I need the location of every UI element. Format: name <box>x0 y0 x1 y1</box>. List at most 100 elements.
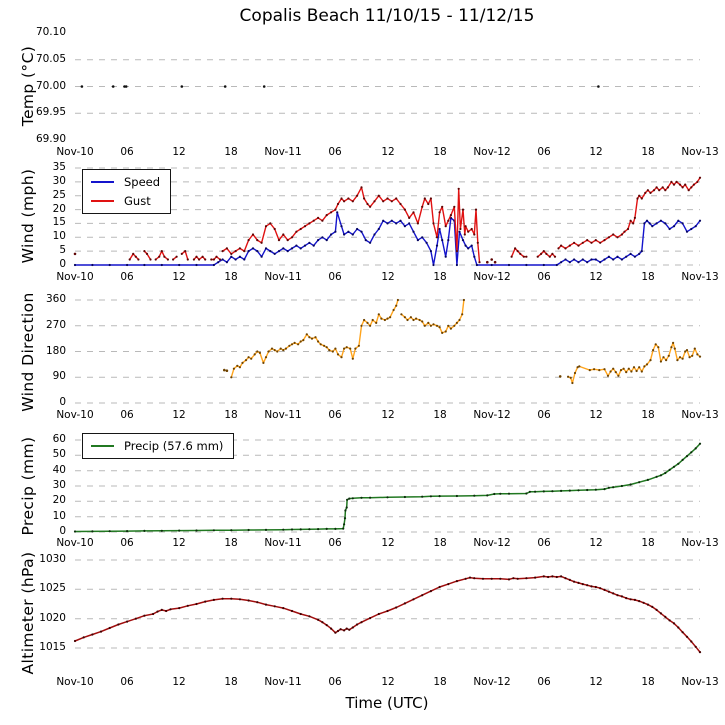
series-marker-gust <box>633 216 637 219</box>
x-tick-label: 12 <box>589 146 603 158</box>
series-marker-gust <box>180 252 183 255</box>
x-tick-label: 18 <box>641 676 655 688</box>
series-marker-direction <box>262 361 265 364</box>
series-marker-altimeter <box>126 620 129 623</box>
series-marker-direction <box>340 356 343 359</box>
series-marker-speed <box>447 239 450 242</box>
series-marker-gust <box>548 255 551 258</box>
x-tick-label: Nov-13 <box>681 676 719 688</box>
series-marker-gust <box>463 233 466 236</box>
series-marker-gust <box>557 247 560 250</box>
gust-line-swatch <box>91 200 114 202</box>
series-marker-altimeter <box>577 581 580 585</box>
series-marker-altimeter <box>321 621 324 624</box>
series-marker-precip <box>646 478 650 481</box>
series-marker-direction <box>662 356 665 359</box>
series-marker-direction <box>279 347 282 350</box>
series-marker-speed <box>651 225 654 228</box>
series-marker-gust <box>461 208 465 211</box>
series-marker-direction <box>447 324 450 327</box>
series-marker-speed <box>573 258 576 261</box>
series-point-gust <box>490 258 494 261</box>
series-marker-speed <box>221 258 224 261</box>
series-marker-altimeter <box>273 605 276 608</box>
series-marker-speed <box>325 239 328 242</box>
series-point-direction <box>223 368 226 372</box>
series-marker-direction <box>588 369 591 372</box>
series-marker-gust <box>286 239 289 242</box>
series-marker-direction <box>288 344 291 347</box>
series-marker-altimeter <box>659 612 663 615</box>
series-marker-gust <box>692 183 696 186</box>
x-tick-label: 18 <box>224 537 238 549</box>
series-marker-altimeter <box>73 639 77 643</box>
series-marker-gust <box>684 183 687 186</box>
series-marker-direction <box>375 321 378 324</box>
series-marker-direction <box>432 323 435 326</box>
series-marker-altimeter <box>256 601 259 604</box>
series-marker-gust <box>369 205 372 208</box>
series-marker-gust <box>212 258 215 261</box>
series-marker-gust <box>330 211 333 214</box>
series-marker-precip <box>586 488 589 492</box>
series-marker-speed <box>277 250 281 253</box>
series-marker-precip <box>429 495 432 498</box>
series-marker-altimeter <box>694 645 697 648</box>
series-marker-altimeter <box>212 598 215 602</box>
series-marker-speed <box>351 233 354 236</box>
series-marker-speed <box>395 222 398 225</box>
series-marker-altimeter <box>525 577 528 580</box>
series-marker-direction <box>273 349 276 352</box>
series-marker-precip <box>560 489 563 492</box>
series-marker-gust <box>577 244 580 247</box>
legend-label-speed: Speed <box>124 175 161 189</box>
series-marker-gust <box>334 208 337 211</box>
series-marker-gust <box>201 255 204 258</box>
series-marker-gust <box>519 252 522 255</box>
series-marker-direction <box>576 366 579 369</box>
series-marker-direction <box>632 366 636 369</box>
series-marker-direction <box>299 340 302 343</box>
x-tick-label: Nov-10 <box>56 537 94 549</box>
series-marker-gust <box>421 205 424 208</box>
series-marker-gust <box>427 202 430 206</box>
series-marker-altimeter <box>99 630 103 633</box>
x-tick-label: 06 <box>537 409 551 421</box>
series-marker-direction <box>264 356 268 359</box>
series-point-temp <box>597 85 600 88</box>
x-tick-label: Nov-10 <box>56 271 94 283</box>
series-marker-gust <box>184 250 187 253</box>
series-marker-altimeter <box>82 636 85 639</box>
series-marker-direction <box>349 347 352 350</box>
chart-title: Copalis Beach 11/10/15 - 11/12/15 <box>239 6 535 26</box>
series-marker-direction <box>461 313 464 316</box>
series-marker-altimeter <box>186 604 189 607</box>
series-point-temp <box>111 85 115 88</box>
series-marker-speed <box>386 222 389 225</box>
series-marker-gust <box>399 202 402 206</box>
series-marker-direction <box>441 331 444 334</box>
series-marker-direction <box>678 356 682 359</box>
series-marker-gust <box>282 233 285 236</box>
series-marker-gust <box>658 189 661 192</box>
series-marker-precip <box>73 530 77 533</box>
series-marker-altimeter <box>573 580 576 583</box>
series-marker-precip <box>612 486 615 489</box>
series-marker-direction <box>654 343 657 346</box>
series-marker-precip <box>528 490 532 493</box>
series-marker-precip <box>542 490 545 493</box>
series-marker-gust <box>540 252 543 255</box>
series-marker-gust <box>243 250 246 253</box>
series-marker-precip <box>603 488 606 491</box>
series-marker-gust <box>416 222 419 225</box>
series-marker-gust <box>247 239 250 242</box>
series-point-temp <box>124 85 128 88</box>
series-marker-gust <box>390 200 393 203</box>
series-marker-direction <box>308 336 311 339</box>
series-marker-gust <box>149 258 152 261</box>
series-marker-speed <box>464 244 467 247</box>
x-tick-label: 18 <box>641 537 655 549</box>
series-marker-speed <box>432 263 435 267</box>
series-marker-speed <box>234 258 237 261</box>
series-marker-speed <box>195 263 198 267</box>
